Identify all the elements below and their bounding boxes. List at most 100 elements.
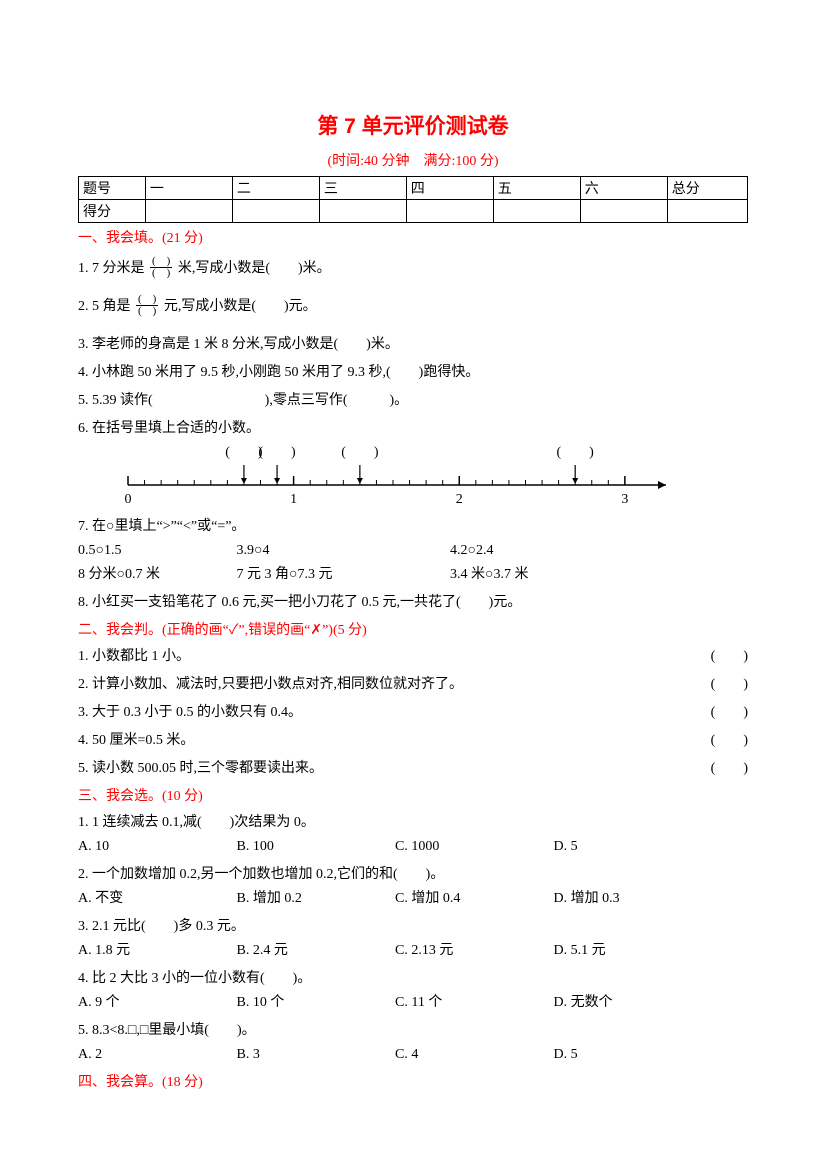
opt-d: D. 5 [554,835,578,859]
opt-c: C. 11 个 [395,991,550,1015]
s3-q3: 3. 2.1 元比( )多 0.3 元。 [78,915,748,939]
q7-row2: 8 分米○0.7 米 7 元 3 角○7.3 元 3.4 米○3.7 米 [78,563,748,587]
judge-paren: ( ) [711,645,748,669]
opt-a: A. 9 个 [78,991,233,1015]
q7-r1-3: 4.2○2.4 [450,539,493,563]
judge-paren: ( ) [711,757,748,781]
q7-row1: 0.5○1.5 3.9○4 4.2○2.4 [78,539,748,563]
number-line-svg: 0 1 2 3 [118,463,678,509]
q1-b: 米,写成小数是( )米。 [178,261,331,276]
th-4: 四 [406,177,493,200]
opt-d: D. 增加 0.3 [554,887,620,911]
opt-b: B. 2.4 元 [237,939,392,963]
judge-text: 3. 大于 0.3 小于 0.5 的小数只有 0.4。 [78,705,302,720]
td-blank [145,200,232,223]
th-5: 五 [493,177,580,200]
q4: 4. 小林跑 50 米用了 9.5 秒,小刚跑 50 米用了 9.3 秒,( )… [78,361,748,385]
section-1-head: 一、我会填。(21 分) [78,227,748,247]
score-table: 题号 一 二 三 四 五 六 总分 得分 [78,176,748,223]
judge-paren: ( ) [711,673,748,697]
judge-text: 4. 50 厘米=0.5 米。 [78,733,194,748]
judge-paren: ( ) [711,729,748,753]
fraction-blank: ( ) ( ) [150,256,172,279]
td-score-label: 得分 [79,200,146,223]
numline-bracket: ( ) [330,441,390,461]
s3-q1: 1. 1 连续减去 0.1,减( )次结果为 0。 [78,811,748,835]
svg-text:2: 2 [456,492,463,507]
opt-d: D. 5 [554,1043,578,1067]
opt-a: A. 10 [78,835,233,859]
numline-bracket: ( ) [545,441,605,461]
judge-item: 4. 50 厘米=0.5 米。 ( ) [78,729,748,753]
q6: 6. 在括号里填上合适的小数。 [78,417,748,441]
numline-bracket: ( ) [247,441,307,461]
page-subtitle: (时间:40 分钟 满分:100 分) [78,150,748,170]
s3-q2: 2. 一个加数增加 0.2,另一个加数也增加 0.2,它们的和( )。 [78,863,748,887]
td-blank [406,200,493,223]
th-qnum: 题号 [79,177,146,200]
q7-r1-1: 0.5○1.5 [78,539,233,563]
svg-text:1: 1 [290,492,297,507]
numline-brackets: ( )( )( )( ) [118,441,678,459]
td-blank [232,200,319,223]
judge-text: 5. 读小数 500.05 时,三个零都要读出来。 [78,761,323,776]
svg-text:0: 0 [125,492,132,507]
q5: 5. 5.39 读作( ),零点三写作( )。 [78,389,748,413]
table-row: 得分 [79,200,748,223]
opt-c: C. 4 [395,1043,550,1067]
s3-q5-opts: A. 2 B. 3 C. 4 D. 5 [78,1043,748,1067]
opt-d: D. 5.1 元 [554,939,606,963]
s3-q2-opts: A. 不变 B. 增加 0.2 C. 增加 0.4 D. 增加 0.3 [78,887,748,911]
page-title: 第 7 单元评价测试卷 [78,110,748,140]
th-1: 一 [145,177,232,200]
q1-a: 1. 7 分米是 [78,261,145,276]
section-4-head: 四、我会算。(18 分) [78,1071,748,1091]
opt-b: B. 增加 0.2 [237,887,392,911]
td-blank [580,200,667,223]
section-2-head: 二、我会判。(正确的画“✓”,错误的画“✗”)(5 分) [78,619,748,639]
q7-r2-3: 3.4 米○3.7 米 [450,563,528,587]
th-6: 六 [580,177,667,200]
judge-text: 2. 计算小数加、减法时,只要把小数点对齐,相同数位就对齐了。 [78,677,463,692]
q2-b: 元,写成小数是( )元。 [164,299,317,314]
q2-a: 2. 5 角是 [78,299,131,314]
s3-q5: 5. 8.3<8.□,□里最小填( )。 [78,1019,748,1043]
opt-b: B. 3 [237,1043,392,1067]
s3-q4: 4. 比 2 大比 3 小的一位小数有( )。 [78,967,748,991]
frac-bot: ( ) [136,306,158,317]
opt-a: A. 1.8 元 [78,939,233,963]
fraction-blank: ( ) ( ) [136,294,158,317]
opt-a: A. 2 [78,1043,233,1067]
opt-c: C. 增加 0.4 [395,887,550,911]
q3: 3. 李老师的身高是 1 米 8 分米,写成小数是( )米。 [78,333,748,357]
table-row: 题号 一 二 三 四 五 六 总分 [79,177,748,200]
td-blank [667,200,747,223]
q8: 8. 小红买一支铅笔花了 0.6 元,买一把小刀花了 0.5 元,一共花了( )… [78,591,748,615]
th-3: 三 [319,177,406,200]
q2: 2. 5 角是 ( ) ( ) 元,写成小数是( )元。 [78,295,748,319]
opt-c: C. 1000 [395,835,550,859]
s3-q1-opts: A. 10 B. 100 C. 1000 D. 5 [78,835,748,859]
q7-r1-2: 3.9○4 [237,539,447,563]
judge-item: 1. 小数都比 1 小。 ( ) [78,645,748,669]
opt-d: D. 无数个 [554,991,613,1015]
td-blank [319,200,406,223]
s3-q4-opts: A. 9 个 B. 10 个 C. 11 个 D. 无数个 [78,991,748,1015]
opt-b: B. 100 [237,835,392,859]
th-total: 总分 [667,177,747,200]
judge-item: 5. 读小数 500.05 时,三个零都要读出来。 ( ) [78,757,748,781]
judge-text: 1. 小数都比 1 小。 [78,649,190,664]
opt-a: A. 不变 [78,887,233,911]
judge-paren: ( ) [711,701,748,725]
judge-item: 3. 大于 0.3 小于 0.5 的小数只有 0.4。 ( ) [78,701,748,725]
svg-text:3: 3 [621,492,628,507]
td-blank [493,200,580,223]
number-line: 0 1 2 3 [118,463,748,509]
opt-c: C. 2.13 元 [395,939,550,963]
judge-item: 2. 计算小数加、减法时,只要把小数点对齐,相同数位就对齐了。 ( ) [78,673,748,697]
frac-bot: ( ) [150,268,172,279]
page: 第 7 单元评价测试卷 (时间:40 分钟 满分:100 分) 题号 一 二 三… [0,0,826,1169]
q1: 1. 7 分米是 ( ) ( ) 米,写成小数是( )米。 [78,257,748,281]
section-3-head: 三、我会选。(10 分) [78,785,748,805]
s3-q3-opts: A. 1.8 元 B. 2.4 元 C. 2.13 元 D. 5.1 元 [78,939,748,963]
